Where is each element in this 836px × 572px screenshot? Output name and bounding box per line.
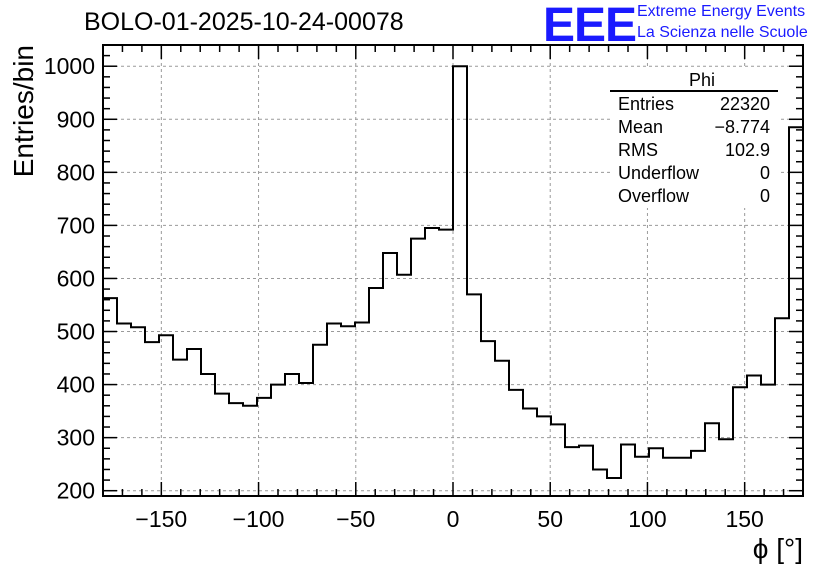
stats-value: −8.774: [714, 117, 770, 137]
y-tick-label: 1000: [44, 53, 95, 79]
y-tick-label: 300: [57, 425, 95, 451]
stats-value: 102.9: [725, 140, 770, 160]
x-tick-label: 50: [537, 506, 563, 532]
stats-title: Phi: [689, 70, 715, 90]
y-tick-label: 400: [57, 372, 95, 398]
logo-subtitle-line2: La Scienza nelle Scuole: [637, 24, 808, 41]
stats-label: Mean: [618, 117, 663, 137]
y-tick-label: 500: [57, 319, 95, 345]
stats-label: Underflow: [618, 163, 700, 183]
stats-label: Overflow: [618, 186, 690, 206]
x-tick-label: −50: [336, 506, 375, 532]
logo-subtitle-line1: Extreme Energy Events: [637, 3, 806, 20]
y-tick-label: 900: [57, 106, 95, 132]
stats-box: Phi Entries 22320 Mean −8.774 RMS 102.9 Underf…: [610, 68, 778, 208]
stats-value: 22320: [720, 94, 770, 114]
x-tick-label: 100: [628, 506, 666, 532]
y-tick-label: 800: [57, 159, 95, 185]
stats-label: Entries: [618, 94, 674, 114]
stats-rows: Entries 22320 Mean −8.774 RMS 102.9 Underflow 0…: [618, 94, 770, 206]
x-axis-title: ϕ [°]: [753, 533, 803, 564]
stats-label: RMS: [618, 140, 658, 160]
x-tick-label: −150: [135, 506, 187, 532]
y-tick-label: 700: [57, 212, 95, 238]
x-tick-label: −100: [233, 506, 285, 532]
stats-value: 0: [760, 186, 770, 206]
y-axis-title: Entries/bin: [8, 45, 39, 177]
y-tick-label: 200: [57, 478, 95, 504]
axis-labels: −150 −100 −50 0 50 100 150 200 300 400 500 600 700 80…: [44, 53, 764, 532]
chart-title: BOLO-01-2025-10-24-00078: [84, 8, 404, 36]
x-tick-label: 150: [725, 506, 763, 532]
histogram-line: [103, 65, 803, 479]
stats-value: 0: [760, 163, 770, 183]
y-tick-label: 600: [57, 265, 95, 291]
plot-frame: [102, 44, 804, 497]
eee-logo: EEE: [543, 0, 637, 52]
x-tick-label: 0: [447, 506, 460, 532]
